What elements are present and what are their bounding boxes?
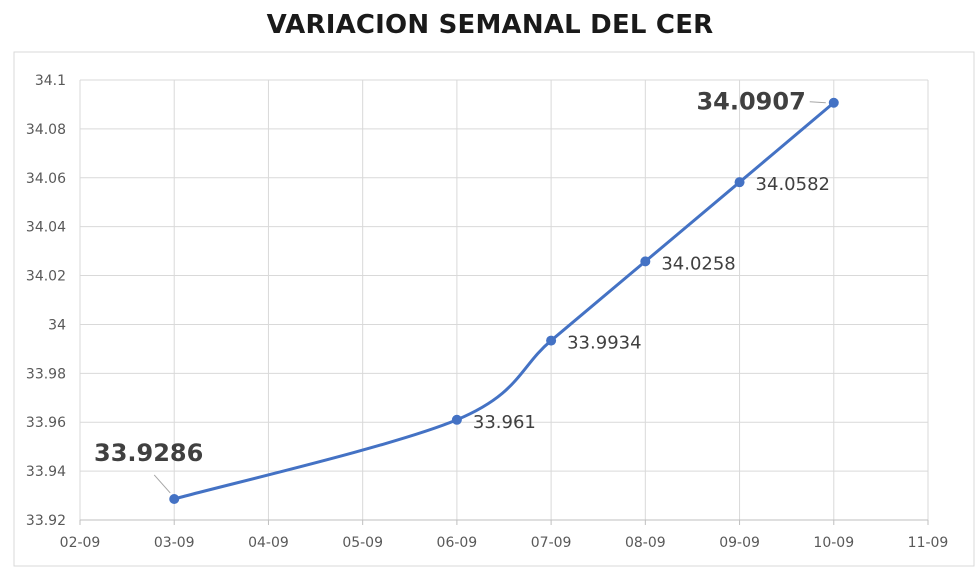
data-label: 33.9934 [567, 333, 641, 354]
data-point [734, 177, 745, 188]
data-label: 34.0582 [756, 174, 830, 195]
x-tick-label: 06-09 [437, 535, 478, 551]
data-label: 33.961 [473, 412, 536, 433]
y-tick-label: 33.94 [26, 464, 66, 480]
data-point [640, 256, 651, 267]
data-label: 34.0907 [696, 88, 805, 116]
y-tick-label: 34.08 [26, 122, 66, 138]
chart-area-border [13, 51, 975, 567]
y-tick-label: 34.04 [26, 220, 66, 236]
x-tick-label: 05-09 [342, 535, 383, 551]
y-tick-label: 34.1 [35, 73, 66, 89]
y-tick-label: 33.96 [26, 415, 66, 431]
data-label-leader [809, 101, 826, 104]
data-label: 34.0258 [661, 253, 735, 274]
y-tick-label: 34.02 [26, 269, 66, 285]
data-point [451, 414, 462, 425]
y-tick-label: 34.06 [26, 171, 66, 187]
y-tick-label: 34 [48, 317, 66, 333]
y-tick-label: 33.98 [26, 366, 66, 382]
x-tick-label: 02-09 [60, 535, 101, 551]
data-label: 33.9286 [94, 439, 203, 467]
x-tick-label: 11-09 [908, 535, 949, 551]
x-tick-label: 07-09 [531, 535, 572, 551]
x-tick-label: 08-09 [625, 535, 666, 551]
data-point [828, 97, 839, 108]
y-tick-label: 33.92 [26, 513, 66, 529]
data-label-leader [153, 474, 171, 494]
chart-title: VARIACION SEMANAL DEL CER [266, 10, 714, 40]
x-tick-label: 09-09 [719, 535, 760, 551]
data-point [169, 493, 180, 504]
x-tick-label: 04-09 [248, 535, 289, 551]
data-point [546, 335, 557, 346]
x-tick-label: 03-09 [154, 535, 195, 551]
x-tick-label: 10-09 [813, 535, 854, 551]
series-line [172, 101, 836, 501]
